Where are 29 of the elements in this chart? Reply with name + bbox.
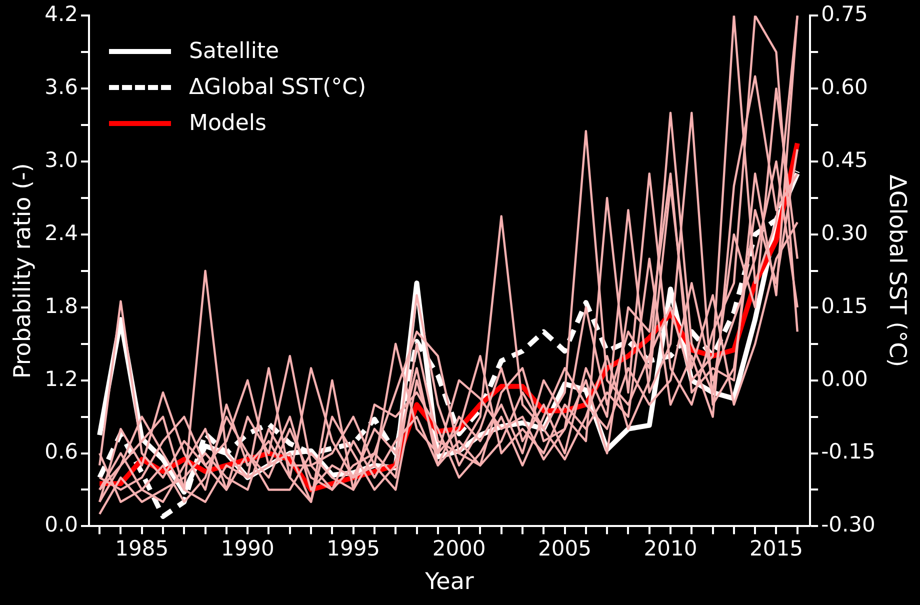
x-tick-label: 2005	[538, 536, 592, 560]
legend-label: Satellite	[188, 39, 280, 64]
x-tick-label: 2015	[750, 536, 803, 560]
y-tick-label: 3.6	[44, 74, 78, 99]
y2-tick-label: 0.15	[821, 294, 868, 318]
y-tick-label: 0.0	[44, 512, 78, 537]
y2-tick-label: 0.00	[821, 366, 868, 391]
y-tick-label: 2.4	[44, 220, 78, 245]
y2-tick-label: 0.75	[821, 2, 868, 26]
y-tick-label: 1.8	[44, 294, 78, 318]
y2-tick-label: 0.30	[821, 220, 868, 245]
x-tick-label: 1985	[115, 536, 169, 560]
y2-tick-label: -0.30	[821, 512, 876, 537]
y2-tick-label: 0.45	[821, 148, 868, 172]
y2-axis-title: ΔGlobal SST (°C)	[884, 174, 910, 368]
x-axis-title: Year	[424, 569, 474, 596]
legend-label: ΔGlobal SST(°C)	[188, 75, 366, 100]
y-axis-title: Probability ratio (-)	[10, 163, 36, 379]
y-tick-label: 4.2	[44, 2, 78, 26]
y-tick-label: 1.2	[44, 366, 78, 391]
y-tick-label: 0.6	[44, 440, 78, 464]
x-tick-label: 2010	[644, 536, 698, 560]
legend-label: Models	[188, 111, 266, 136]
x-tick-label: 2000	[432, 536, 486, 560]
x-tick-label: 1995	[326, 536, 380, 560]
y2-tick-label: 0.60	[821, 74, 868, 99]
x-tick-label: 1990	[220, 536, 274, 560]
y2-tick-label: -0.15	[821, 440, 876, 464]
y-tick-label: 3.0	[44, 148, 78, 172]
